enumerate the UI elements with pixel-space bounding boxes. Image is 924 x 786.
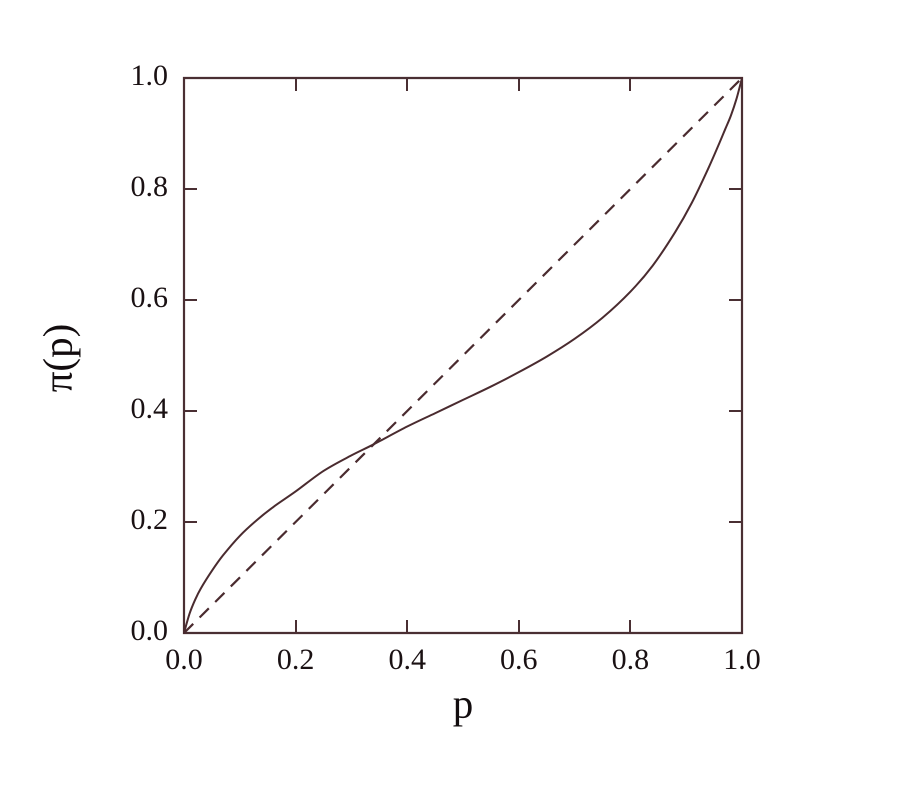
y-tick-label-5: 1.0 xyxy=(131,59,169,92)
y-tick-marks xyxy=(184,77,742,634)
y-tick-label-2: 0.4 xyxy=(131,392,169,425)
x-tick-label-1: 0.2 xyxy=(277,643,315,676)
x-tick-label-0: 0.0 xyxy=(165,643,203,676)
y-tick-label-1: 0.2 xyxy=(131,503,169,536)
x-tick-label-4: 0.8 xyxy=(612,643,650,676)
x-tick-marks xyxy=(183,78,743,633)
x-tick-label-5: 1.0 xyxy=(723,643,761,676)
y-tick-label-3: 0.6 xyxy=(131,281,169,314)
y-axis-title: π(p) xyxy=(34,324,80,393)
y-tick-label-4: 0.8 xyxy=(131,170,169,203)
series-weighting-function xyxy=(183,77,743,634)
x-tick-label-3: 0.6 xyxy=(500,643,538,676)
x-axis-tick-labels: 0.0 0.2 0.4 0.6 0.8 1.0 xyxy=(165,643,761,676)
data-series-layer xyxy=(183,77,743,634)
y-axis-tick-labels: 0.0 0.2 0.4 0.6 0.8 1.0 xyxy=(131,59,169,647)
x-tick-label-2: 0.4 xyxy=(388,643,426,676)
x-axis-title: p xyxy=(453,680,474,726)
y-tick-label-0: 0.0 xyxy=(131,614,169,647)
